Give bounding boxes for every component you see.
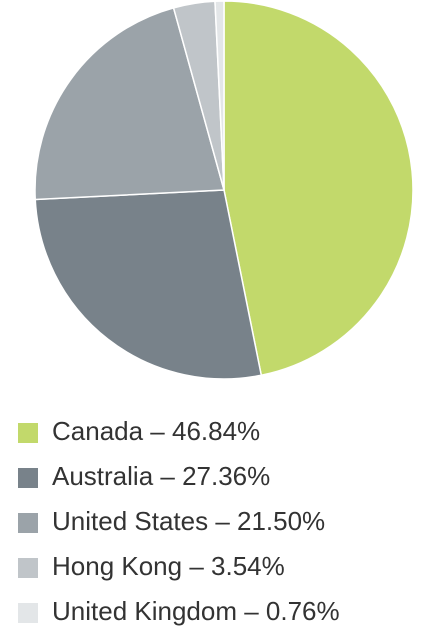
legend-swatch bbox=[18, 423, 38, 443]
legend-label: Hong Kong – 3.54% bbox=[52, 551, 285, 581]
legend-label: Canada – 46.84% bbox=[52, 416, 260, 446]
legend-swatch bbox=[18, 558, 38, 578]
legend-swatch bbox=[18, 513, 38, 533]
legend-swatch bbox=[18, 603, 38, 623]
pie-slice bbox=[214, 0, 225, 191]
legend-label: United States – 21.50% bbox=[52, 506, 325, 536]
pie-slice bbox=[34, 6, 225, 201]
legend-label: United Kingdom – 0.76% bbox=[52, 596, 340, 626]
legend-swatch bbox=[18, 468, 38, 488]
pie-slice bbox=[223, 0, 414, 377]
legend-label: Australia – 27.36% bbox=[52, 461, 270, 491]
pie-slice bbox=[34, 189, 263, 380]
